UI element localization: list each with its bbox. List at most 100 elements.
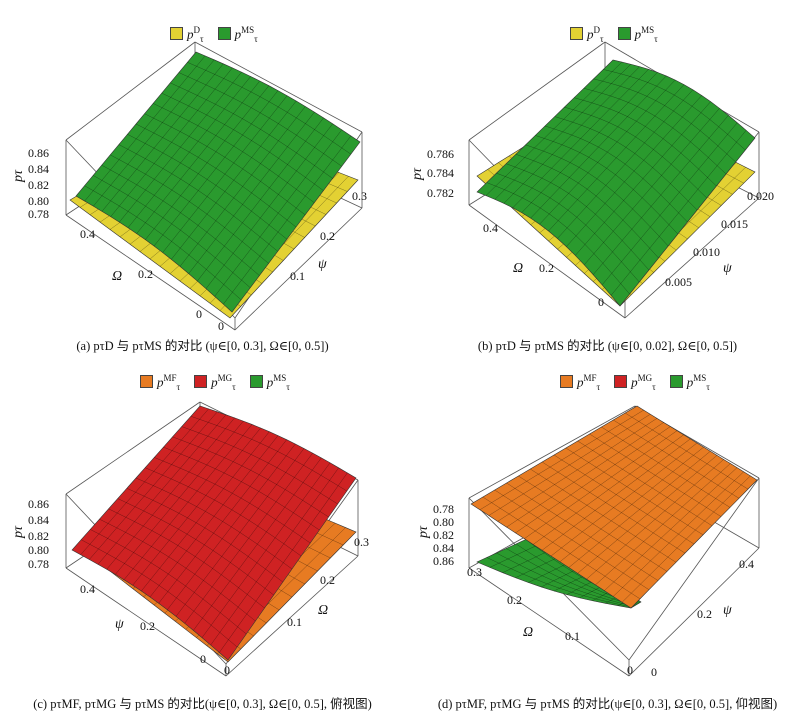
surfaces-c xyxy=(71,405,357,663)
x-tick-d-0: 0 xyxy=(651,665,657,679)
box-edges-c-edge xyxy=(65,567,227,677)
legend-b: pDτ pMSτ xyxy=(570,24,658,44)
surface-a-MS-meshline xyxy=(188,111,315,274)
surface-c-MG-meshline xyxy=(193,457,322,631)
surface-c-MG-meshline xyxy=(106,417,235,570)
z-tick-d-1: 0.80 xyxy=(433,515,454,529)
legend-item-a-MS: pMSτ xyxy=(217,25,258,43)
surface-d-MF-meshline xyxy=(482,496,641,600)
z-tick-c-4: 0.78 xyxy=(28,557,49,571)
surface-b-MS-meshline xyxy=(557,89,694,239)
x-tick-b-3: 0.020 xyxy=(747,189,774,203)
legend-label-b-D: pDτ xyxy=(587,24,604,44)
box-edges-a-edge xyxy=(65,214,236,331)
surface-c-MG-meshline xyxy=(167,443,296,610)
legend-a: pDτ pMSτ xyxy=(170,24,258,44)
surface-d-MF-meshline xyxy=(601,426,731,508)
caption-a: (a) pτD 与 pτMS 的对比 (ψ∈[0, 0.3], Ω∈[0, 0.… xyxy=(76,339,329,353)
surface-d-MF-meshline xyxy=(479,409,644,510)
surface-a-MS-meshline xyxy=(144,113,306,216)
box-edges-b-edge xyxy=(468,204,626,319)
y-tick-c-1: 0.2 xyxy=(140,619,155,633)
z-tick-c-0: 0.86 xyxy=(28,497,49,511)
surface-c-MG-meshline xyxy=(81,539,238,648)
plot-d: 0.78 0.80 0.82 0.84 0.86 pτ 0 0.2 0.4 ψ … xyxy=(416,405,760,679)
surface-c-MG-meshline xyxy=(135,477,293,570)
surface-d-MF-meshline xyxy=(625,412,749,490)
y-tick-a-0: 0 xyxy=(196,307,202,321)
surface-a-MS-meshline xyxy=(135,123,297,228)
z-tick-b-1: 0.784 xyxy=(427,166,454,180)
box-d xyxy=(468,405,760,677)
surface-c-MG-meshline xyxy=(190,416,347,492)
x-tick-a-2: 0.2 xyxy=(320,229,335,243)
legend-item-a-D: pDτ xyxy=(170,24,204,44)
surface-d-MF-meshline xyxy=(533,434,684,545)
surface-b-MS-meshline xyxy=(610,130,747,296)
surface-a-MS-meshline xyxy=(93,59,215,207)
surfaces-b xyxy=(476,59,756,307)
y-tick-a-2: 0.4 xyxy=(80,227,95,241)
y-tick-d-1: 0.2 xyxy=(507,593,522,607)
surface-a-MS-meshline xyxy=(136,80,260,234)
y-axis-label-c: ψ xyxy=(115,617,124,632)
surface-d-MF-fill xyxy=(470,405,758,609)
x-tick-a-0: 0 xyxy=(218,319,224,333)
surface-d-MF-meshline xyxy=(613,471,744,597)
legend-swatch-a-D xyxy=(170,27,183,41)
y-axis-label-d: Ω xyxy=(523,625,533,640)
surface-c-MG-meshline xyxy=(80,408,209,555)
surface-d-MF-meshline xyxy=(577,455,718,574)
chart-panel-c: pMFτ pMGτ pMSτ 0.86 0.84 0.82 0.80 0.78 … xyxy=(0,358,405,716)
legend-swatch-d-MS xyxy=(669,375,683,389)
legend-swatch-b-MS xyxy=(617,27,631,41)
y-tick-d-0: 0.3 xyxy=(467,565,482,579)
surface-d-MF-meshline xyxy=(515,426,671,534)
surface-b-MS-meshline xyxy=(530,75,667,219)
surface-d-MF-meshline xyxy=(568,451,711,568)
surface-a-MS-meshline xyxy=(101,164,260,276)
surface-c-MG-fill xyxy=(71,405,357,661)
surface-b-MS-meshline xyxy=(564,106,707,199)
surface-b-MS-meshline xyxy=(574,97,717,187)
surface-a-MS-fill xyxy=(75,51,361,313)
y-tick-c-2: 0.4 xyxy=(80,582,95,596)
surface-b-MS-meshline xyxy=(496,172,640,283)
x-axis-label-c: Ω xyxy=(318,603,328,618)
surface-a-MS-meshline xyxy=(178,72,342,167)
chart-panel-b: pDτ pMSτ 0.786 0.784 0.782 pτ 0.005 0.01… xyxy=(405,0,810,358)
box-edges-d-edge xyxy=(628,547,760,677)
z-axis-label-c: pτ xyxy=(11,525,26,539)
chart-panel-d: pMFτ pMGτ pMSτ 0.78 0.80 0.82 0.84 0.86 … xyxy=(405,358,810,716)
legend-item-c-MG: pMGτ xyxy=(194,372,236,392)
z-tick-a-0: 0.86 xyxy=(28,146,49,160)
surface-a-MS-meshline xyxy=(93,175,251,288)
surface-d-MF-meshline xyxy=(506,482,659,581)
x-tick-c-0: 0 xyxy=(224,663,230,677)
surface-c-MG-meshline xyxy=(141,431,270,592)
surface-b-MS-meshline xyxy=(485,61,623,196)
box-edges-c-edge xyxy=(225,555,359,677)
surface-a-MS-meshline xyxy=(179,106,306,267)
legend-swatch-d-MG xyxy=(614,375,628,389)
surface-b-MS-meshline xyxy=(603,69,746,151)
surface-c-MG-meshline xyxy=(126,488,284,583)
surface-d-MF-meshline xyxy=(542,461,686,554)
surface-b-MS-meshline xyxy=(521,72,658,213)
surface-d-MF-meshline xyxy=(589,433,722,517)
legend-swatch-a-MS xyxy=(217,27,231,41)
surface-b-MS-meshline xyxy=(539,79,676,225)
legend-item-d-MF: pMFτ xyxy=(560,373,600,391)
box-edges-b-edge xyxy=(468,41,606,141)
surface-c-MG-meshline xyxy=(132,427,261,586)
surface-a-MS-meshline xyxy=(127,76,251,228)
legend-label-a-D: pDτ xyxy=(187,24,204,44)
legend-label-c-MG: pMGτ xyxy=(211,372,236,392)
z-tick-b-2: 0.782 xyxy=(427,186,454,200)
y-axis-label-b: Ω xyxy=(513,261,523,276)
x-tick-b-0: 0.005 xyxy=(665,275,692,289)
surface-c-MG-meshline xyxy=(219,472,348,653)
z-tick-d-4: 0.86 xyxy=(433,554,454,568)
x-axis-label-b: ψ xyxy=(723,261,732,276)
surface-d-MF-meshline xyxy=(497,418,658,522)
